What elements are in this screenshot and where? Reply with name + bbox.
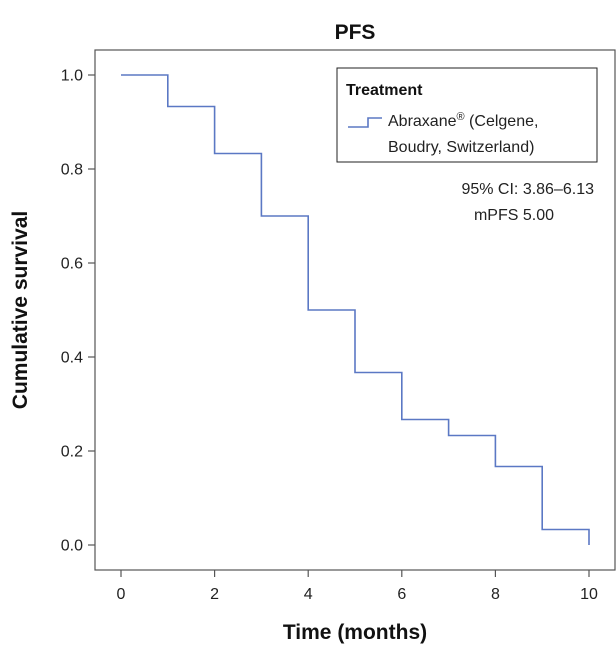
x-tick-label: 10 bbox=[580, 586, 598, 603]
legend-box bbox=[336, 67, 598, 163]
x-tick-label: 6 bbox=[397, 586, 406, 603]
legend: Treatment Abraxane® (Celgene, Boudry, Sw… bbox=[336, 67, 598, 163]
x-tick-label: 8 bbox=[491, 586, 500, 603]
legend-registered-mark: ® bbox=[457, 111, 465, 123]
legend-title: Treatment bbox=[346, 82, 423, 99]
y-axis: 0.0 0.2 0.4 0.6 0.8 1.0 bbox=[61, 68, 95, 555]
y-tick-label: 1.0 bbox=[61, 68, 83, 85]
y-tick-label: 0.4 bbox=[61, 350, 83, 367]
legend-entry-line2: Boudry, Switzerland) bbox=[388, 139, 534, 156]
x-axis-label: Time (months) bbox=[283, 621, 427, 644]
legend-entry-rest: (Celgene, bbox=[465, 113, 539, 130]
x-tick-label: 2 bbox=[210, 586, 219, 603]
legend-entry-name: Abraxane bbox=[388, 113, 457, 130]
plot-area bbox=[94, 49, 616, 571]
x-tick-label: 4 bbox=[304, 586, 313, 603]
y-axis-label: Cumulative survival bbox=[9, 211, 32, 409]
x-axis: 0 2 4 6 8 10 bbox=[117, 570, 598, 603]
annotation-mpfs: mPFS 5.00 bbox=[474, 207, 554, 224]
y-tick-label: 0.6 bbox=[61, 256, 83, 273]
x-tick-label: 0 bbox=[117, 586, 126, 603]
chart-title: PFS bbox=[335, 21, 376, 44]
legend-swatch-icon bbox=[348, 117, 382, 128]
annotation-ci: 95% CI: 3.86–6.13 bbox=[461, 181, 594, 198]
y-tick-label: 0.8 bbox=[61, 162, 83, 179]
legend-entry-line1: Abraxane® (Celgene, bbox=[388, 111, 538, 130]
y-tick-label: 0.0 bbox=[61, 538, 83, 555]
y-tick-label: 0.2 bbox=[61, 444, 83, 461]
series-layer bbox=[121, 74, 590, 545]
survival-step-line bbox=[121, 74, 590, 545]
